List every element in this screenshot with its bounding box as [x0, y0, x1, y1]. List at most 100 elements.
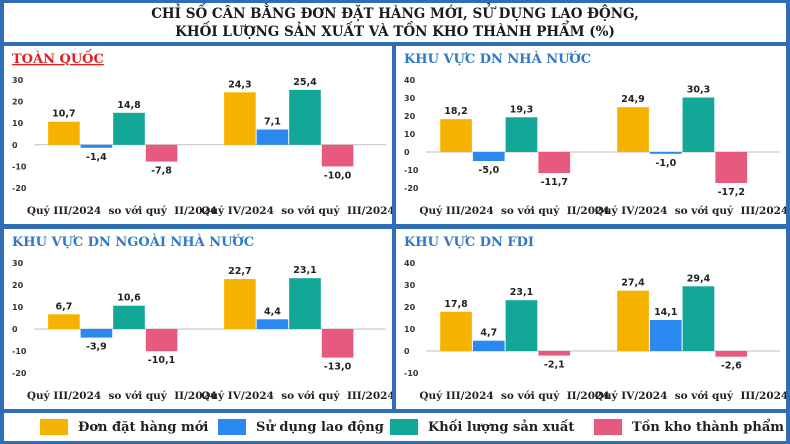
chart-title: CHỈ SỐ CÂN BẰNG ĐƠN ĐẶT HÀNG MỚI, SỬ DỤN… — [4, 3, 786, 42]
category-label: Quý III/2024 so với quý II/2024 — [419, 204, 609, 217]
bar-4-cat-1 — [145, 329, 178, 352]
panel-dn-fdi: KHU VỰC DN FDI 40 30 20 10 0 -10 17,8 4,7 23,1 -2,… — [396, 229, 786, 409]
panel-toan-quoc: TOÀN QUỐC 30 20 10 0 -10 -20 10,7 -1,4 14,8 -7,8 Qu… — [4, 46, 392, 224]
y-tick-label: 0 — [12, 325, 18, 334]
data-label: 6,7 — [55, 301, 72, 312]
bar-3-cat-2 — [289, 89, 321, 145]
bar-1-cat-2 — [617, 107, 649, 152]
data-label: 4,4 — [264, 306, 281, 317]
bar-2-cat-1 — [80, 329, 113, 338]
bar-3-cat-1 — [505, 300, 538, 351]
bar-2-cat-2 — [649, 320, 682, 351]
bar-1-cat-1 — [48, 314, 80, 329]
data-label: -10,0 — [324, 170, 352, 181]
data-label: 27,4 — [621, 278, 645, 289]
y-tick-label: 30 — [404, 94, 416, 103]
bar-1-cat-1 — [440, 119, 472, 152]
y-tick-label: 30 — [12, 259, 24, 268]
legend-swatch — [40, 419, 68, 435]
y-tick-label: 20 — [12, 281, 24, 290]
panel-dn-nha-nuoc: KHU VỰC DN NHÀ NƯỚC 40 30 20 10 0 -10 -20 18,2 -5… — [396, 46, 786, 224]
bar-2-cat-2 — [649, 152, 682, 154]
data-label: 19,3 — [510, 104, 533, 115]
y-tick-label: 20 — [404, 303, 416, 312]
category-label: Quý III/2024 so với quý II/2024 — [419, 389, 609, 402]
data-label: -2,6 — [721, 361, 742, 372]
panel-dn-ngoai-nha-nuoc: KHU VỰC DN NGOÀI NHÀ NƯỚC 30 20 10 0 -10 -20 6,… — [4, 229, 392, 409]
bar-2-cat-1 — [80, 144, 113, 148]
data-label: 24,3 — [228, 79, 251, 90]
y-tick-label: 30 — [404, 281, 416, 290]
panel-title: TOÀN QUỐC — [12, 49, 104, 67]
category-label: Quý IV/2024 so với quý III/2024 — [201, 389, 392, 402]
bar-1-cat-2 — [617, 290, 649, 351]
bar-4-cat-1 — [538, 152, 571, 174]
y-tick-label: 40 — [404, 259, 416, 268]
legend-swatch — [390, 419, 418, 435]
bar-4-cat-2 — [321, 329, 354, 358]
y-tick-label: 10 — [12, 303, 24, 312]
bar-4-cat-1 — [145, 144, 178, 162]
y-tick-label: 10 — [404, 325, 416, 334]
y-tick-label: 10 — [404, 130, 416, 139]
data-label: 18,2 — [444, 106, 467, 117]
bar-1-cat-2 — [224, 92, 256, 145]
bar-3-cat-1 — [505, 117, 538, 152]
bar-3-cat-2 — [289, 278, 321, 329]
data-label: -1,0 — [655, 158, 676, 169]
y-tick-label: -20 — [12, 184, 27, 193]
data-label: 14,1 — [654, 307, 677, 318]
data-label: 10,7 — [52, 109, 75, 120]
data-label: 24,9 — [621, 94, 644, 105]
data-label: -17,2 — [718, 187, 745, 198]
panel-title: KHU VỰC DN FDI — [404, 235, 534, 250]
data-label: -3,9 — [86, 342, 107, 353]
legend-swatch — [218, 419, 246, 435]
data-label: 17,8 — [444, 299, 468, 310]
y-tick-label: 0 — [404, 347, 410, 356]
y-tick-label: -10 — [12, 162, 27, 171]
y-tick-label: 40 — [404, 76, 416, 85]
bar-4-cat-2 — [715, 351, 748, 357]
bar-chart-svg: TOÀN QUỐC 30 20 10 0 -10 -20 10,7 -1,4 14,8 -7,8 Qu… — [12, 49, 392, 217]
title-line-1: CHỈ SỐ CÂN BẰNG ĐƠN ĐẶT HÀNG MỚI, SỬ DỤN… — [151, 6, 639, 22]
bar-chart-svg: KHU VỰC DN NHÀ NƯỚC 40 30 20 10 0 -10 -20 18,2 -5… — [404, 50, 786, 217]
y-tick-label: -10 — [404, 369, 419, 378]
bar-chart-svg: KHU VỰC DN NGOÀI NHÀ NƯỚC 30 20 10 0 -10 -20 6,… — [12, 233, 392, 402]
bar-1-cat-2 — [224, 279, 256, 329]
data-label: -2,1 — [544, 360, 565, 371]
data-label: 14,8 — [117, 100, 141, 111]
data-label: -1,4 — [86, 152, 107, 163]
bar-2-cat-1 — [472, 152, 505, 161]
category-label: Quý IV/2024 so với quý III/2024 — [595, 204, 786, 217]
y-tick-label: -20 — [12, 369, 27, 378]
legend-label: Sử dụng lao động — [256, 420, 384, 435]
category-label: Quý III/2024 so với quý II/2024 — [27, 389, 217, 402]
y-tick-label: -20 — [404, 184, 419, 193]
data-label: -5,0 — [478, 165, 499, 176]
y-tick-label: 10 — [12, 119, 24, 128]
data-label: -10,1 — [148, 355, 175, 366]
data-label: 4,7 — [480, 328, 497, 339]
data-label: 25,4 — [293, 77, 317, 88]
bar-4-cat-2 — [715, 152, 748, 183]
data-label: 29,4 — [687, 273, 711, 284]
category-label: Quý IV/2024 so với quý III/2024 — [201, 204, 392, 217]
bar-2-cat-1 — [472, 340, 505, 351]
data-label: 7,1 — [264, 117, 281, 128]
data-label: -11,7 — [541, 177, 568, 188]
category-label: Quý IV/2024 so với quý III/2024 — [595, 389, 786, 402]
legend-label: Đơn đặt hàng mới — [78, 420, 209, 435]
y-tick-label: 0 — [404, 148, 410, 157]
data-label: 23,1 — [293, 265, 316, 276]
data-label: -7,8 — [151, 166, 172, 177]
bar-3-cat-2 — [682, 97, 715, 152]
y-tick-label: -10 — [12, 347, 27, 356]
panel-title: KHU VỰC DN NHÀ NƯỚC — [404, 50, 591, 67]
data-label: -13,0 — [324, 362, 352, 373]
legend-label: Tồn kho thành phẩm — [632, 420, 785, 435]
data-label: 22,7 — [228, 266, 251, 277]
bar-3-cat-2 — [682, 286, 715, 351]
legend-swatch — [594, 419, 622, 435]
